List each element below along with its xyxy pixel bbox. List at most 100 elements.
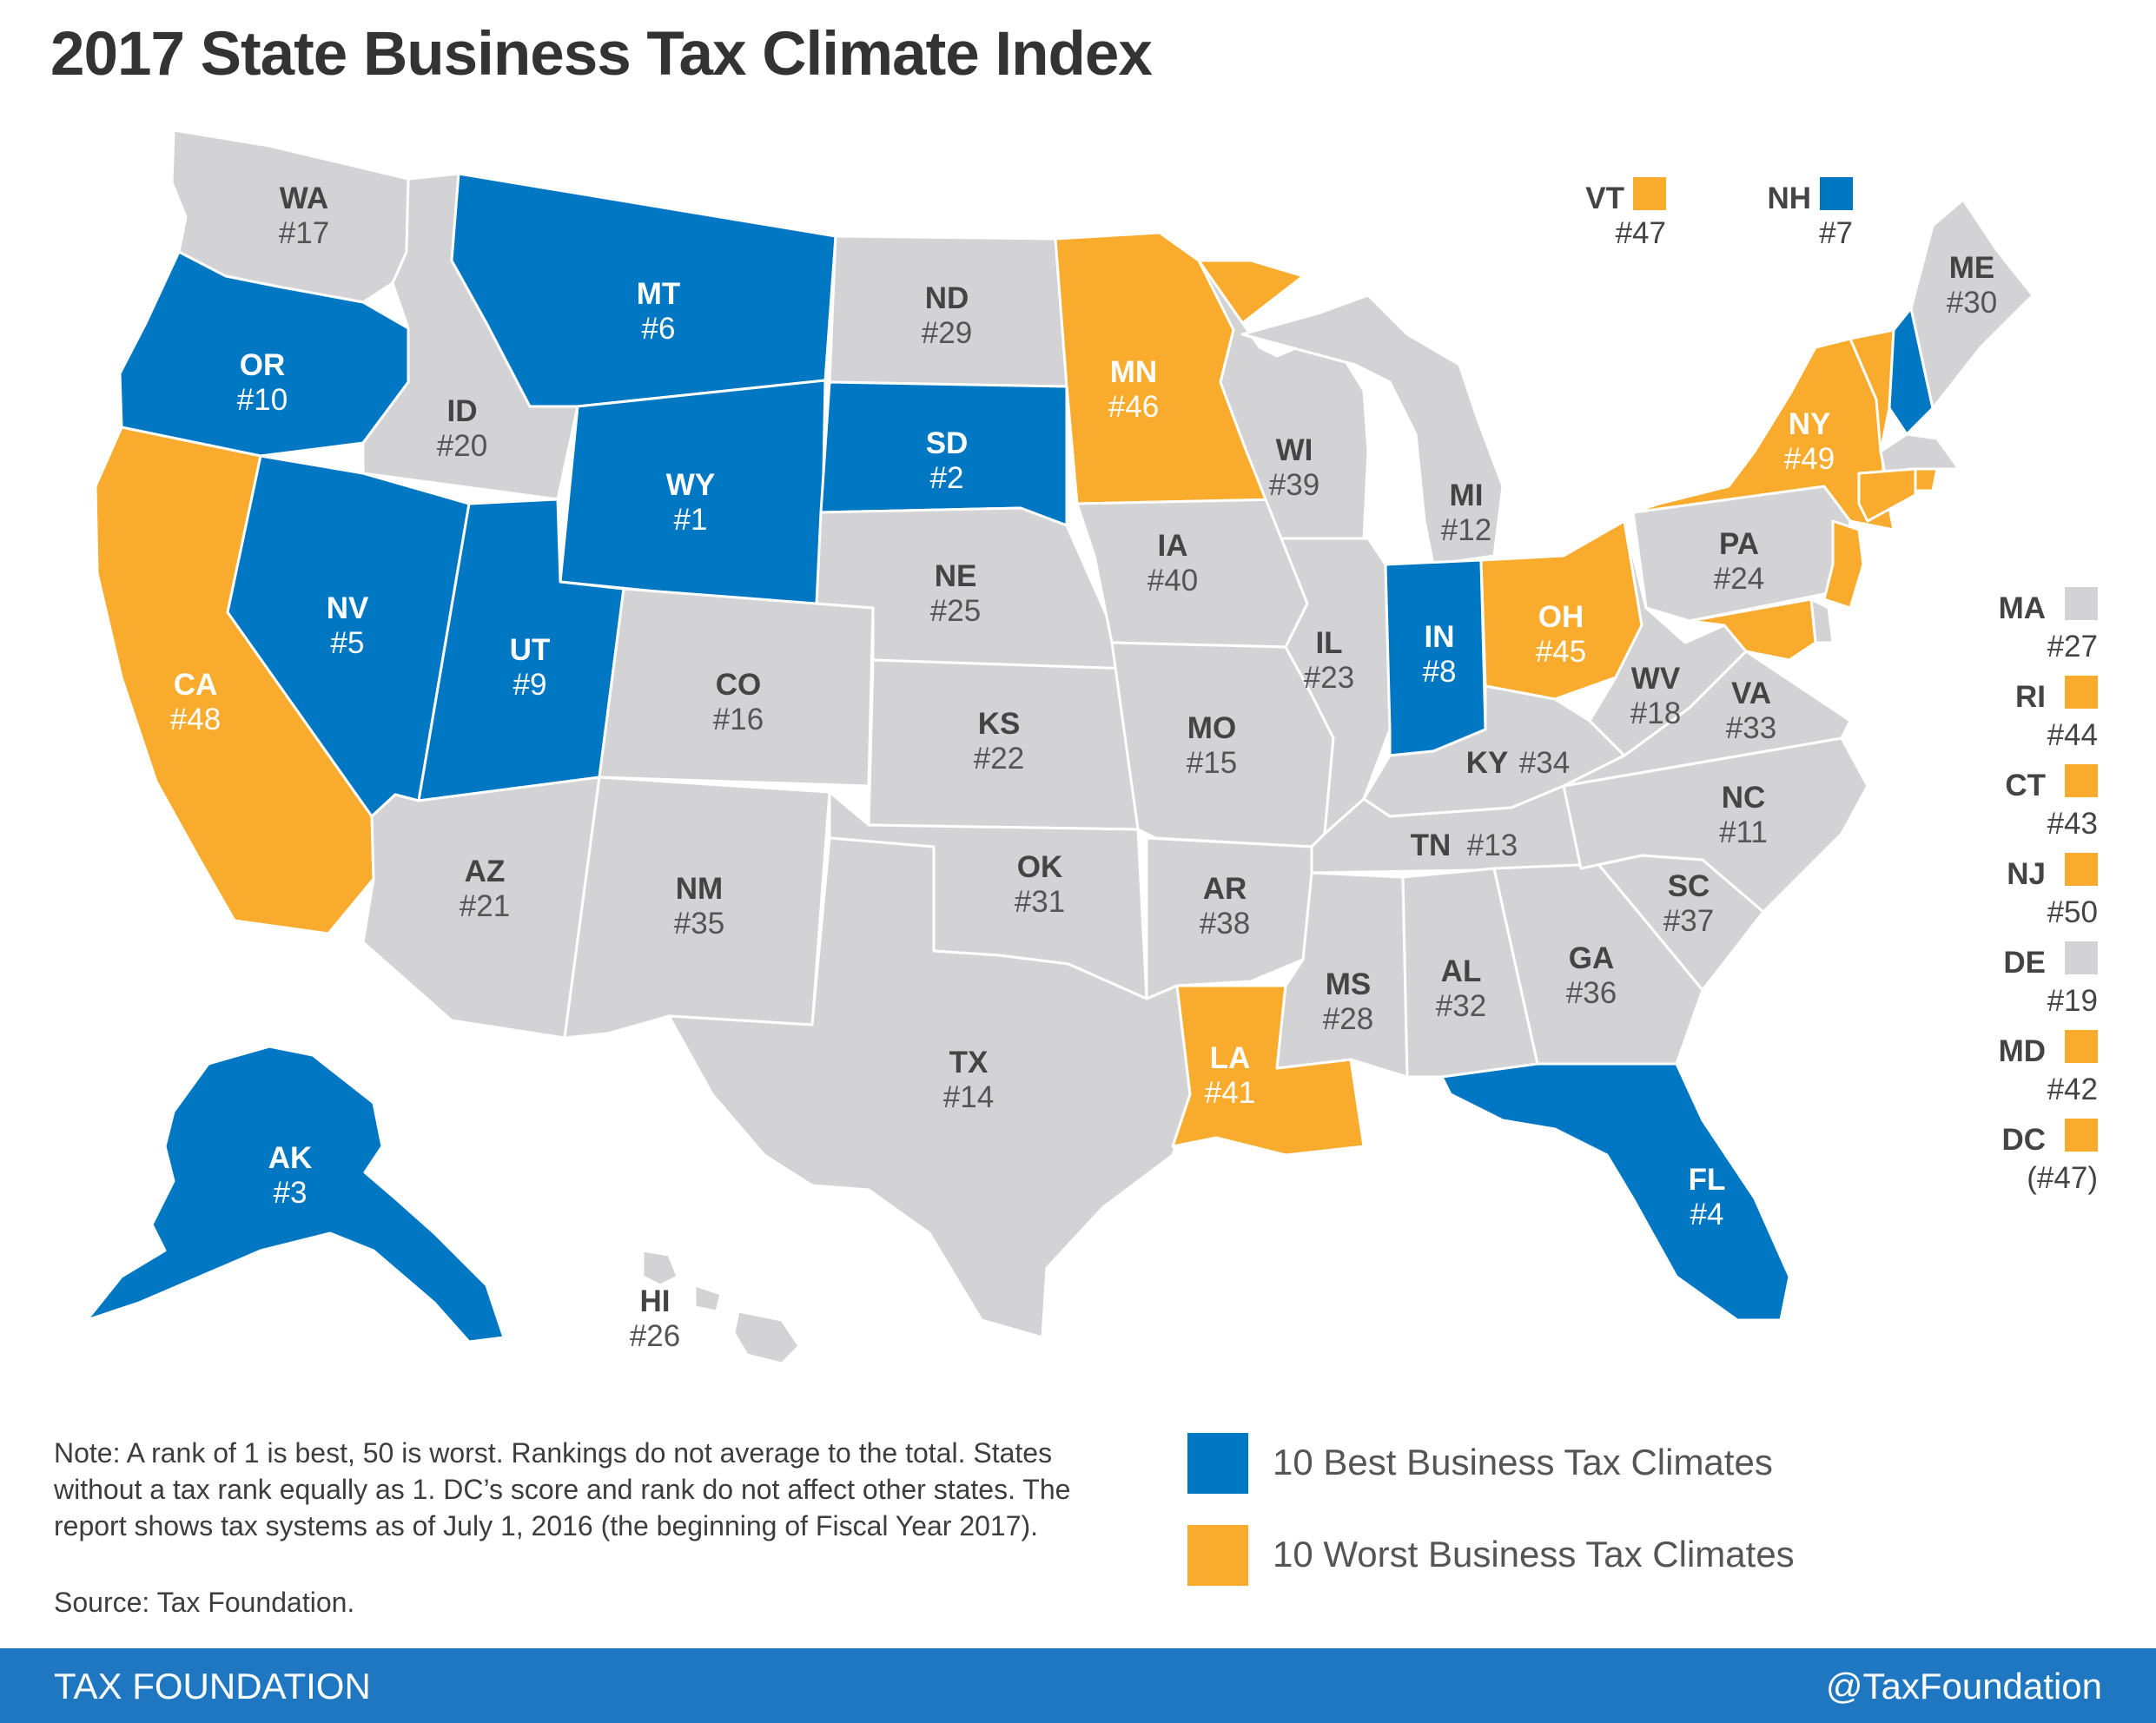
state-abbr-nc: NC: [1722, 781, 1766, 815]
state-abbr-sc: SC: [1668, 869, 1710, 903]
legend-worst-label: 10 Worst Business Tax Climates: [1273, 1534, 1795, 1574]
state-abbr-mt: MT: [637, 277, 681, 311]
state-label-oh: OH#45: [1536, 600, 1586, 669]
state-rank-sc: #37: [1663, 904, 1714, 938]
state-rank-ms: #28: [1323, 1002, 1373, 1036]
state-rank-nv: #5: [331, 626, 365, 660]
callout-nh: NH#7: [1767, 177, 1853, 250]
state-tx: [667, 836, 1192, 1339]
state-label-ks: KS#22: [974, 707, 1024, 776]
state-label-la: LA#41: [1205, 1041, 1255, 1110]
state-label-nv: NV#5: [327, 591, 369, 660]
callout-de: DE#19: [2003, 941, 2098, 1018]
callout-rank-dc: (#47): [2027, 1161, 2098, 1195]
state-abbr-ny: NY: [1789, 407, 1831, 441]
state-label-ca: CA#48: [170, 668, 221, 736]
callout-rank-ma: #27: [2047, 630, 2098, 663]
state-rank-in: #8: [1423, 655, 1457, 689]
state-ma: [1879, 432, 1961, 475]
state-rank-co: #16: [713, 703, 764, 736]
state-abbr-nv: NV: [327, 591, 369, 625]
state-label-co: CO#16: [713, 668, 764, 736]
state-label-hi: HI#26: [630, 1284, 680, 1353]
state-label-mo: MO#15: [1187, 711, 1237, 780]
state-label-tx: TX#14: [943, 1046, 994, 1114]
state-label-ky: KY #34: [1466, 746, 1571, 780]
state-rank-mi: #12: [1441, 513, 1491, 547]
state-rank-ga: #36: [1566, 976, 1617, 1010]
callout-swatch-ma: [2065, 587, 2098, 620]
state-hi: [641, 1249, 801, 1365]
state-label-ny: NY#49: [1784, 407, 1835, 476]
state-label-mn: MN#46: [1108, 355, 1159, 424]
state-abbr-ar: AR: [1203, 872, 1247, 906]
state-abbr-in: IN: [1425, 620, 1455, 654]
state-ak: [85, 1045, 506, 1343]
callout-abbr-de: DE: [2003, 946, 2046, 980]
state-rank-ut: #9: [513, 668, 547, 702]
state-abbr-ca: CA: [174, 668, 218, 702]
callout-swatch-md: [2065, 1030, 2098, 1063]
state-vt: [1848, 328, 1895, 453]
state-label-az: AZ#21: [460, 855, 510, 923]
state-rank-pa: #24: [1714, 562, 1764, 596]
state-label-mi: MI#12: [1441, 479, 1491, 547]
state-label-ar: AR#38: [1200, 872, 1250, 941]
state-rank-va: #33: [1726, 711, 1776, 745]
state-label-wy: WY#1: [666, 468, 715, 537]
state-abbr-mo: MO: [1187, 711, 1236, 745]
state-abbr-pa: PA: [1719, 527, 1759, 561]
map-note: Note: A rank of 1 is best, 50 is worst. …: [54, 1437, 1071, 1541]
state-abbr-il: IL: [1315, 626, 1342, 660]
state-rank-nc: #11: [1719, 815, 1768, 849]
callout-ri: RI#44: [2015, 676, 2098, 752]
state-abbr-mn: MN: [1110, 355, 1157, 389]
state-label-id: ID#20: [437, 394, 487, 463]
state-rank-wi: #39: [1269, 468, 1319, 502]
state-abbr-ms: MS: [1326, 967, 1372, 1001]
state-label-ut: UT#9: [510, 633, 551, 702]
callout-swatch-vt: [1633, 177, 1666, 210]
callout-abbr-vt: VT: [1585, 182, 1624, 215]
callout-abbr-md: MD: [1999, 1034, 2046, 1068]
state-abbr-nd: ND: [925, 281, 969, 315]
state-label-mt: MT#6: [637, 277, 681, 346]
callout-ct: CT#43: [2005, 764, 2098, 841]
state-rank-mo: #15: [1187, 746, 1237, 780]
state-me: [1909, 198, 2034, 410]
state-rank-ia: #40: [1147, 564, 1198, 597]
callout-rank-vt: #47: [1616, 216, 1666, 250]
state-abbr-la: LA: [1210, 1041, 1251, 1075]
state-rank-wy: #1: [674, 503, 708, 537]
state-abbr-ks: KS: [978, 707, 1021, 741]
state-label-wa: WA#17: [279, 182, 329, 250]
state-abbr-ak: AK: [268, 1141, 313, 1175]
state-rank-ne: #25: [930, 594, 981, 628]
state-wv: [1588, 519, 1748, 757]
state-label-ne: NE#25: [930, 559, 981, 628]
state-abbr-ia: IA: [1158, 529, 1188, 563]
state-abbr-me: ME: [1949, 251, 1995, 285]
state-abbr-wa: WA: [280, 182, 328, 215]
state-rank-oh: #45: [1536, 635, 1586, 669]
callout-rank-ri: #44: [2047, 718, 2098, 752]
legend-best-swatch: [1187, 1433, 1248, 1494]
state-nh: [1888, 307, 1934, 436]
state-rank-sd: #2: [930, 461, 964, 495]
state-rank-nm: #35: [674, 907, 724, 941]
callout-abbr-ma: MA: [1999, 591, 2046, 625]
state-ri: [1914, 467, 1939, 492]
state-abbr-ne: NE: [935, 559, 977, 593]
callout-rank-nj: #50: [2047, 895, 2098, 929]
state-label-ga: GA#36: [1566, 941, 1617, 1010]
state-abbr-id: ID: [447, 394, 478, 428]
callout-swatch-de: [2065, 941, 2098, 974]
state-abbr-tx: TX: [949, 1046, 989, 1079]
callout-rank-de: #19: [2047, 984, 2098, 1018]
state-rank-id: #20: [437, 429, 487, 463]
state-label-or: OR#10: [237, 348, 288, 417]
callout-swatch-nj: [2065, 853, 2098, 886]
state-label-sd: SD#2: [926, 426, 969, 495]
callout-abbr-ct: CT: [2005, 769, 2046, 802]
callout-abbr-dc: DC: [2001, 1123, 2046, 1157]
